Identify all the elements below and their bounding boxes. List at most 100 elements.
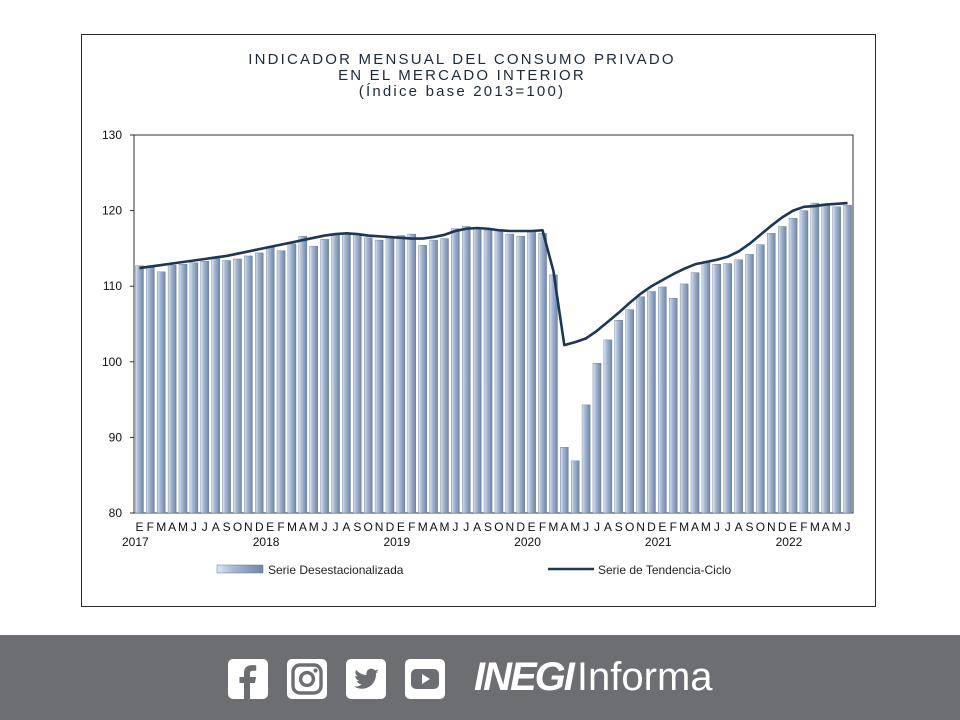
x-month-label: N — [244, 520, 253, 534]
bar — [603, 339, 613, 514]
bar — [636, 296, 645, 514]
x-month-label: J — [202, 520, 208, 534]
chart-frame: INDICADOR MENSUAL DEL CONSUMO PRIVADO EN … — [81, 34, 876, 607]
x-month-label: A — [473, 520, 481, 534]
x-month-label: J — [322, 520, 328, 534]
x-month-label: N — [375, 520, 384, 534]
x-month-label: E — [266, 520, 274, 534]
x-month-label: O — [625, 520, 634, 534]
bar — [788, 217, 798, 514]
x-month-label: O — [233, 520, 242, 534]
youtube-icon[interactable] — [405, 659, 445, 699]
x-month-label: M — [810, 520, 820, 534]
inegi-informa-logo[interactable]: INEGI Informa — [474, 655, 713, 701]
bar — [396, 235, 406, 514]
x-month-label: O — [364, 520, 373, 534]
bar — [418, 245, 427, 514]
x-month-label: M — [548, 520, 558, 534]
x-month-label: J — [725, 520, 731, 534]
bar — [516, 236, 525, 514]
y-tick-label: 120 — [102, 204, 122, 218]
x-month-label: D — [255, 520, 264, 534]
x-year-label: 2021 — [645, 535, 672, 549]
bar — [385, 236, 395, 514]
x-month-label: M — [679, 520, 689, 534]
bar — [669, 298, 678, 514]
x-year-label: 2018 — [253, 535, 280, 549]
bar — [298, 236, 308, 514]
x-month-label: N — [506, 520, 515, 534]
bar — [200, 261, 210, 514]
x-month-label: A — [299, 520, 307, 534]
bar — [679, 283, 689, 514]
bar — [625, 309, 634, 514]
x-month-label: N — [767, 520, 776, 534]
x-month-label: A — [604, 520, 612, 534]
bar — [265, 246, 275, 514]
bar — [189, 262, 199, 514]
x-month-label: M — [156, 520, 166, 534]
x-month-label: M — [832, 520, 842, 534]
x-month-label: F — [277, 520, 284, 534]
bar — [472, 227, 482, 514]
x-month-label: J — [583, 520, 589, 534]
x-month-label: A — [735, 520, 743, 534]
bar — [734, 259, 743, 514]
instagram-icon[interactable] — [287, 659, 327, 699]
x-month-label: E — [135, 520, 143, 534]
x-month-label: J — [463, 520, 469, 534]
x-month-label: J — [845, 520, 851, 534]
facebook-icon[interactable] — [228, 659, 268, 699]
legend-bar-swatch — [216, 564, 264, 574]
bar — [614, 320, 624, 514]
legend-line-label: Serie de Tendencia-Ciclo — [598, 563, 732, 577]
bar — [429, 239, 438, 514]
x-month-label: D — [386, 520, 395, 534]
bar — [342, 233, 351, 514]
x-month-label: S — [223, 520, 231, 534]
bar — [156, 271, 166, 514]
bar — [222, 260, 231, 514]
bar — [745, 254, 754, 514]
x-month-label: A — [691, 520, 699, 534]
x-year-label: 2022 — [776, 535, 803, 549]
plot-area — [133, 134, 854, 514]
bar — [810, 202, 820, 514]
bar — [560, 447, 569, 514]
bar — [658, 286, 667, 514]
x-month-label: F — [147, 520, 154, 534]
bar — [320, 239, 329, 514]
x-month-label: F — [539, 520, 546, 534]
bar — [363, 237, 373, 514]
bar — [723, 263, 732, 514]
bar — [255, 252, 264, 514]
x-month-label: E — [528, 520, 536, 534]
bar — [287, 243, 297, 514]
x-month-label: A — [168, 520, 176, 534]
y-tick-label: 90 — [109, 430, 123, 444]
legend: Serie Desestacionalizada Serie de Tendenc… — [216, 563, 732, 577]
bar — [494, 229, 504, 514]
bar — [581, 404, 591, 514]
bar-series — [135, 202, 852, 514]
bar — [167, 264, 177, 514]
x-month-label: D — [778, 520, 787, 534]
bar — [570, 460, 580, 514]
bar — [843, 205, 852, 514]
trend-series — [139, 201, 848, 347]
bar — [440, 238, 449, 514]
bar — [549, 274, 558, 514]
twitter-icon[interactable] — [346, 659, 386, 699]
x-year-label: 2019 — [383, 535, 410, 549]
bar — [483, 230, 493, 514]
brand-strong: INEGI — [474, 655, 575, 699]
x-month-label: M — [701, 520, 711, 534]
x-month-label: M — [570, 520, 580, 534]
bar — [353, 234, 362, 514]
x-month-label: F — [670, 520, 677, 534]
trend-line — [139, 201, 848, 347]
chart-svg: INDICADOR MENSUAL DEL CONSUMO PRIVADOEN … — [102, 51, 854, 577]
bar — [331, 233, 340, 514]
bar — [767, 233, 776, 514]
x-month-label: J — [452, 520, 458, 534]
